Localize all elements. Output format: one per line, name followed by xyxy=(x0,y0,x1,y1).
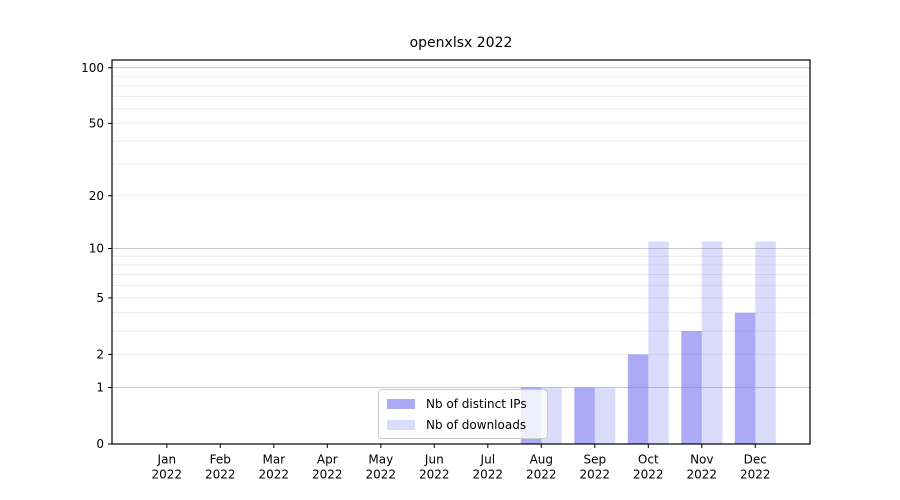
y-tick-label: 0 xyxy=(96,437,104,451)
x-tick-label-month: Mar xyxy=(262,453,285,467)
bar-downloads-oct xyxy=(648,241,669,444)
x-tick-label-year: 2022 xyxy=(633,468,664,482)
bar-downloads-sep xyxy=(594,387,616,444)
x-tick-label-month: Sep xyxy=(583,453,606,467)
bar-distinct-ips-nov xyxy=(681,331,702,444)
x-tick-label-year: 2022 xyxy=(312,468,343,482)
x-tick-label-year: 2022 xyxy=(580,468,611,482)
legend-item-distinct-ips: Nb of distinct IPs xyxy=(387,396,539,411)
bar-downloads-nov xyxy=(701,241,723,444)
bar-distinct-ips-oct xyxy=(627,354,649,444)
legend-label-downloads: Nb of downloads xyxy=(426,417,527,432)
x-tick-label-month: Apr xyxy=(317,453,338,467)
x-tick-label-month: Jun xyxy=(424,453,444,467)
x-tick-label-year: 2022 xyxy=(740,468,771,482)
x-tick-label-month: Dec xyxy=(744,453,767,467)
y-tick-label: 100 xyxy=(81,61,104,75)
x-tick-label-year: 2022 xyxy=(152,468,183,482)
x-tick-label-year: 2022 xyxy=(473,468,504,482)
plot-border xyxy=(111,59,811,445)
x-tick-label-month: Nov xyxy=(690,453,713,467)
x-tick-label-year: 2022 xyxy=(366,468,397,482)
y-tick-label: 5 xyxy=(96,291,104,305)
bar-distinct-ips-dec xyxy=(734,312,756,444)
x-tick-label-month: Feb xyxy=(210,453,231,467)
x-tick-label-year: 2022 xyxy=(259,468,290,482)
y-tick-label: 20 xyxy=(89,189,104,203)
x-tick-label-month: May xyxy=(368,453,393,467)
chart-title: openxlsx 2022 xyxy=(409,35,513,51)
legend-swatch-distinct-ips xyxy=(387,398,415,409)
x-tick-label-month: Jul xyxy=(480,453,495,467)
y-tick-label: 1 xyxy=(96,381,104,395)
x-tick-label-month: Jan xyxy=(157,453,177,467)
x-tick-label-year: 2022 xyxy=(526,468,557,482)
x-tick-label-month: Oct xyxy=(638,453,659,467)
y-tick-label: 10 xyxy=(89,242,104,256)
y-tick-label: 50 xyxy=(89,117,104,131)
x-tick-label-month: Aug xyxy=(530,453,553,467)
bar-distinct-ips-sep xyxy=(574,387,595,444)
x-tick-label-year: 2022 xyxy=(205,468,236,482)
y-tick-label: 2 xyxy=(96,348,104,362)
x-tick-label-year: 2022 xyxy=(419,468,450,482)
legend-swatch-downloads xyxy=(387,419,415,430)
x-tick-label-year: 2022 xyxy=(687,468,718,482)
legend-label-distinct-ips: Nb of distinct IPs xyxy=(426,396,527,411)
legend-item-downloads: Nb of downloads xyxy=(387,417,539,432)
legend: Nb of distinct IPs Nb of downloads xyxy=(378,389,548,439)
bar-downloads-dec xyxy=(755,241,776,444)
